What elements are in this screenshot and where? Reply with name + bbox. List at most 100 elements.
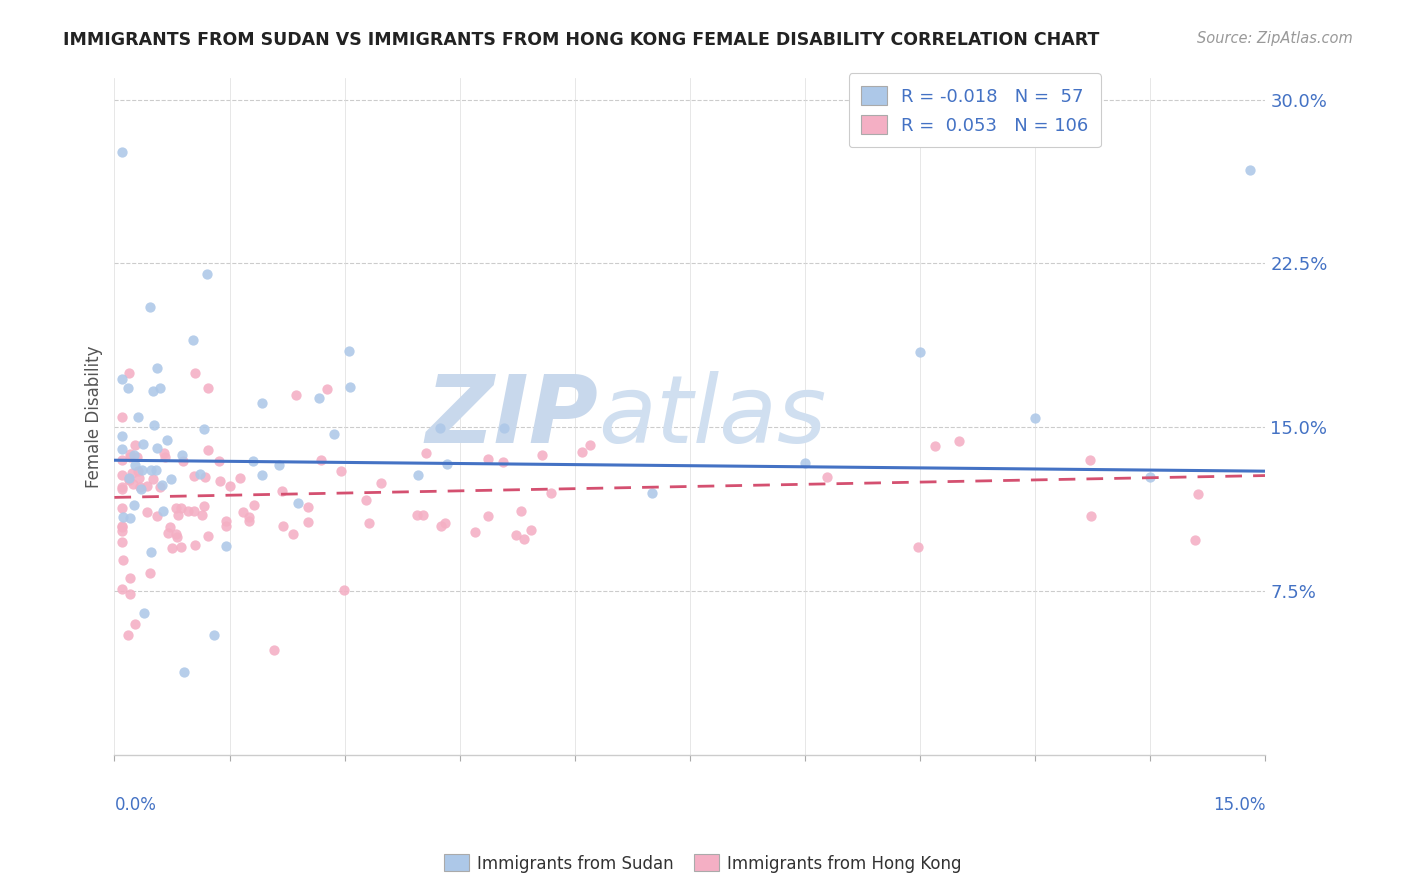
Point: [1080, 509, 1102, 524]
Point: [195, 268, 218, 282]
Point: [412, 508, 434, 523]
Point: [124, 458, 146, 472]
Point: [135, 505, 157, 519]
Point: [429, 421, 451, 435]
Point: [111, 535, 134, 549]
Point: [214, 518, 236, 533]
Point: [111, 452, 134, 467]
Point: [1078, 453, 1101, 467]
Point: [153, 446, 176, 460]
Point: [208, 454, 231, 468]
Point: [1239, 162, 1261, 177]
Point: [138, 566, 160, 580]
Point: [184, 366, 207, 380]
Point: [197, 442, 219, 457]
Point: [540, 485, 562, 500]
Point: [127, 410, 149, 425]
Point: [149, 381, 172, 395]
Text: atlas: atlas: [598, 371, 827, 462]
Point: [193, 422, 215, 436]
Point: [907, 540, 929, 554]
Point: [117, 381, 139, 395]
Point: [165, 526, 187, 541]
Point: [156, 525, 179, 540]
Point: [111, 501, 134, 516]
Point: [122, 477, 145, 491]
Point: [160, 541, 183, 555]
Point: [315, 382, 337, 396]
Point: [359, 516, 381, 530]
Point: [430, 519, 453, 533]
Point: [183, 503, 205, 517]
Text: ZIP: ZIP: [425, 370, 598, 463]
Point: [238, 515, 260, 529]
Point: [112, 510, 135, 524]
Point: [243, 498, 266, 512]
Point: [436, 457, 458, 471]
Point: [111, 429, 134, 443]
Point: [309, 453, 332, 467]
Point: [433, 516, 456, 530]
Point: [505, 528, 527, 542]
Point: [183, 538, 205, 552]
Point: [492, 455, 515, 469]
Point: [1187, 487, 1209, 501]
Point: [121, 467, 143, 481]
Point: [531, 448, 554, 462]
Point: [406, 467, 429, 482]
Point: [1139, 469, 1161, 483]
Point: [519, 523, 541, 537]
Point: [150, 478, 173, 492]
Point: [122, 498, 145, 512]
Point: [273, 519, 295, 533]
Legend: Immigrants from Sudan, Immigrants from Hong Kong: Immigrants from Sudan, Immigrants from H…: [437, 847, 969, 880]
Point: [406, 508, 429, 522]
Point: [250, 467, 273, 482]
Point: [155, 434, 177, 448]
Point: [145, 463, 167, 477]
Point: [146, 361, 169, 376]
Point: [238, 510, 260, 524]
Point: [111, 483, 134, 497]
Point: [578, 438, 600, 452]
Point: [281, 527, 304, 541]
Point: [322, 426, 344, 441]
Point: [640, 485, 662, 500]
Point: [146, 441, 169, 455]
Point: [111, 468, 134, 483]
Point: [118, 472, 141, 486]
Point: [165, 500, 187, 515]
Point: [132, 607, 155, 621]
Point: [191, 508, 214, 523]
Point: [127, 450, 149, 464]
Point: [112, 553, 135, 567]
Point: [908, 344, 931, 359]
Point: [159, 519, 181, 533]
Point: [124, 438, 146, 452]
Point: [143, 417, 166, 432]
Point: [124, 617, 146, 632]
Point: [250, 396, 273, 410]
Point: [118, 473, 141, 487]
Point: [270, 483, 292, 498]
Point: [167, 508, 190, 522]
Point: [111, 371, 134, 385]
Point: [228, 471, 250, 485]
Point: [172, 454, 194, 468]
Point: [194, 470, 217, 484]
Point: [267, 458, 290, 472]
Point: [149, 480, 172, 494]
Point: [183, 468, 205, 483]
Point: [415, 446, 437, 460]
Point: [141, 545, 163, 559]
Text: 15.0%: 15.0%: [1213, 796, 1265, 814]
Point: [136, 479, 159, 493]
Point: [111, 524, 134, 538]
Point: [337, 343, 360, 358]
Point: [356, 492, 378, 507]
Point: [948, 434, 970, 449]
Point: [118, 471, 141, 485]
Point: [117, 628, 139, 642]
Point: [370, 476, 392, 491]
Point: [308, 391, 330, 405]
